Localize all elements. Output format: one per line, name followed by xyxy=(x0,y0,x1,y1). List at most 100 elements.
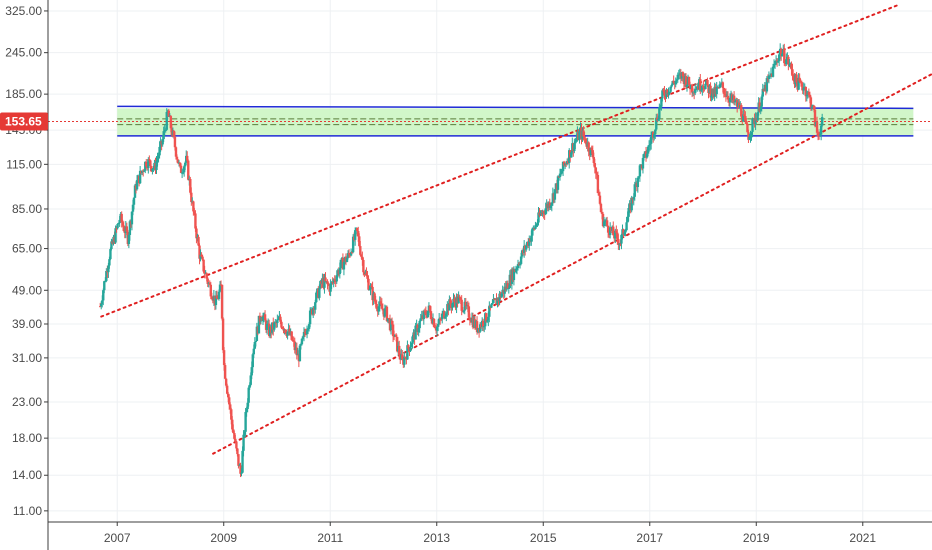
candle-body xyxy=(700,89,703,91)
candle-body xyxy=(463,301,466,311)
candle-body xyxy=(574,141,577,144)
candle-body xyxy=(819,125,823,135)
candle-body xyxy=(357,231,360,237)
candle-body xyxy=(245,408,248,412)
candle-body xyxy=(406,345,409,360)
support-resistance-zone xyxy=(48,105,932,137)
candle-body xyxy=(542,211,545,214)
candle-body xyxy=(187,160,190,180)
candle-body xyxy=(120,213,123,223)
candle-body xyxy=(429,311,433,319)
candle-body xyxy=(657,118,660,121)
candle-body xyxy=(743,114,746,117)
candle-body xyxy=(754,118,757,125)
candle-body xyxy=(558,173,562,178)
price-axis-labels: 325.00245.00185.00145.00115.0085.0065.00… xyxy=(5,4,48,518)
candle-body xyxy=(208,283,211,285)
candle-body xyxy=(178,162,182,166)
candle-body xyxy=(670,84,673,87)
candle-body xyxy=(515,268,519,270)
candle-body xyxy=(223,365,227,379)
x-tick: 2007 xyxy=(104,522,131,545)
candle-body xyxy=(127,234,131,244)
y-tick-label: 245.00 xyxy=(5,46,42,60)
candle-body xyxy=(182,166,186,173)
candle-body xyxy=(751,119,754,132)
candle-body xyxy=(231,419,234,430)
candle-body xyxy=(593,163,597,168)
candle-body xyxy=(350,252,354,254)
candle-body xyxy=(780,48,783,57)
candle-body xyxy=(367,278,370,290)
candle-body xyxy=(619,243,622,245)
trendline-lower-channel xyxy=(212,73,932,455)
x-tick-label: 2019 xyxy=(743,531,770,545)
candle-body xyxy=(636,177,640,188)
candle-body xyxy=(458,296,461,298)
candle-body xyxy=(544,208,547,215)
candle-body xyxy=(390,320,394,325)
candle-body xyxy=(704,83,707,90)
candle-body xyxy=(221,318,225,351)
zone-top-line xyxy=(117,105,914,110)
candle-body xyxy=(353,230,357,240)
y-tick-label: 49.00 xyxy=(12,283,42,297)
candle-body xyxy=(804,86,807,97)
candle-body xyxy=(203,271,206,274)
candle-body xyxy=(362,259,365,273)
candle-body xyxy=(254,340,258,342)
y-tick-label: 11.00 xyxy=(13,504,42,518)
candle-body xyxy=(241,450,244,473)
candle-body xyxy=(773,63,777,65)
candle-body xyxy=(627,208,630,217)
candle-body xyxy=(444,316,447,319)
candle-body xyxy=(672,80,675,83)
candle-body xyxy=(659,106,662,108)
y-tick-label: 31.00 xyxy=(12,351,42,365)
candle-body xyxy=(746,123,749,133)
candle-body xyxy=(760,96,763,107)
candle-body xyxy=(356,227,359,232)
candle-body xyxy=(595,173,599,175)
candle-body xyxy=(802,87,805,91)
candle-body xyxy=(561,161,565,172)
candle-body xyxy=(375,304,378,309)
candle-body xyxy=(243,431,246,435)
candle-body xyxy=(104,281,107,283)
candle-body xyxy=(248,384,251,388)
candle-body xyxy=(133,185,137,198)
candle-body xyxy=(647,145,651,147)
candle-body xyxy=(200,254,203,257)
current-price-tag: 153.65 xyxy=(0,112,48,131)
candle-body xyxy=(125,226,129,232)
candle-body xyxy=(152,168,155,170)
candle-body xyxy=(553,189,557,200)
x-tick: 2013 xyxy=(423,522,450,545)
candle-body xyxy=(386,318,390,322)
candle-body xyxy=(197,236,200,246)
candle-body xyxy=(169,116,173,129)
candle-body xyxy=(273,322,276,330)
y-tick: 65.00 xyxy=(12,242,48,256)
candle-body xyxy=(220,285,224,319)
candle-body xyxy=(282,327,285,331)
candle-body xyxy=(748,136,751,140)
candle-body xyxy=(176,159,180,164)
candle-body xyxy=(605,220,609,226)
x-tick-label: 2011 xyxy=(317,531,343,545)
y-tick-label: 325.00 xyxy=(5,4,42,18)
candle-body xyxy=(101,300,104,304)
candle-body xyxy=(121,222,124,226)
candle-body xyxy=(218,284,222,292)
candle-body xyxy=(335,275,338,282)
candle-body xyxy=(654,129,657,135)
candle-body xyxy=(250,367,253,376)
candle-body xyxy=(662,90,665,92)
candle-body xyxy=(733,101,737,103)
y-tick: 325.00 xyxy=(5,4,48,18)
candle-body xyxy=(797,77,800,90)
candle-body xyxy=(641,157,645,169)
candle-body xyxy=(724,94,728,97)
candle-body xyxy=(528,238,531,246)
